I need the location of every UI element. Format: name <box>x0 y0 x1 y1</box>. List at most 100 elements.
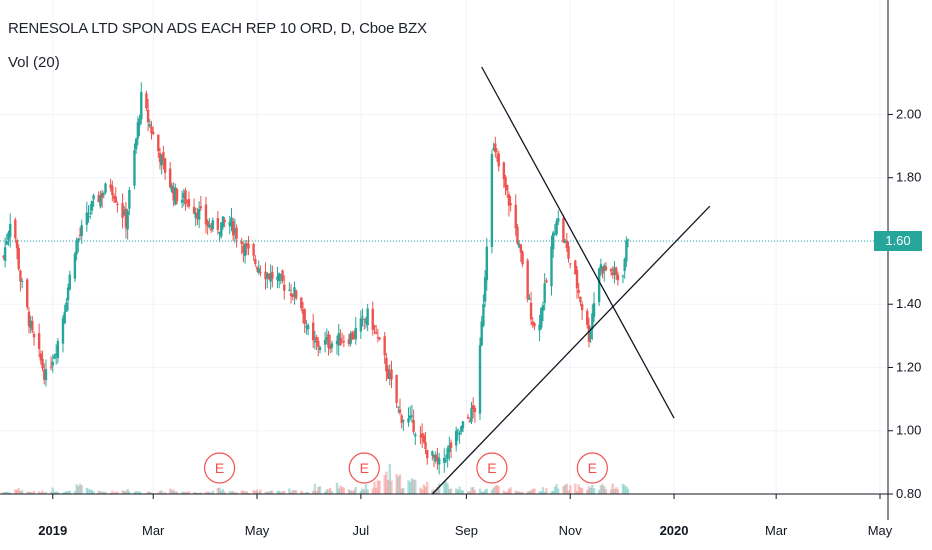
volume-bar <box>279 492 283 494</box>
candle <box>426 449 429 459</box>
candle <box>397 406 400 408</box>
grid-lines <box>0 0 888 495</box>
volume-bar <box>434 491 437 494</box>
candle <box>230 217 233 224</box>
volume-bar <box>126 488 129 494</box>
candle <box>329 345 332 349</box>
volume-bar <box>623 485 626 494</box>
candle <box>390 369 393 380</box>
candle <box>351 332 354 340</box>
x-tick-label: 2020 <box>660 523 689 538</box>
candle <box>192 206 196 214</box>
volume-bar <box>266 491 269 494</box>
volume-bar <box>373 481 376 494</box>
candle <box>460 426 463 432</box>
volume-bar <box>17 488 20 494</box>
candle <box>104 183 107 193</box>
volume-bar <box>424 486 427 494</box>
earnings-marker[interactable]: E <box>476 452 508 484</box>
candle <box>20 280 24 282</box>
volume-bar <box>175 491 179 494</box>
earnings-marker-label: E <box>487 460 496 476</box>
candle <box>288 289 291 291</box>
volume-bar <box>100 491 104 494</box>
candle <box>599 264 603 270</box>
earnings-marker[interactable]: E <box>203 452 236 484</box>
y-tick-label: 1.80 <box>896 170 921 185</box>
candle <box>313 341 317 343</box>
candle <box>151 131 155 135</box>
volume-bar <box>492 487 495 494</box>
candle <box>15 240 19 249</box>
volume-bar <box>587 486 591 494</box>
volume-bar <box>73 491 77 494</box>
candle <box>540 307 543 328</box>
candle <box>175 189 179 201</box>
candles <box>2 82 630 475</box>
candle <box>574 260 577 275</box>
volume-bar <box>160 490 163 494</box>
volume-bar <box>49 492 53 494</box>
volume-bar <box>78 483 82 494</box>
volume-bar <box>97 490 100 494</box>
earnings-marker[interactable]: E <box>348 452 380 484</box>
candle <box>293 287 296 297</box>
volume-bar <box>267 491 271 494</box>
candle <box>134 138 138 150</box>
candle <box>289 293 293 297</box>
candle <box>591 313 594 330</box>
volume-bar <box>516 491 519 494</box>
candle <box>174 187 177 205</box>
candle <box>575 270 579 289</box>
earnings-marker[interactable]: E <box>576 452 608 484</box>
candle <box>483 277 487 302</box>
earnings-marker-circle <box>576 452 608 484</box>
candle <box>577 290 580 293</box>
candle <box>470 407 473 422</box>
volume-bar <box>553 486 557 494</box>
candle <box>133 150 136 186</box>
candle <box>327 334 330 348</box>
candle <box>557 218 560 222</box>
candle <box>317 340 320 347</box>
volume-bar <box>507 488 511 494</box>
candle <box>266 273 269 279</box>
candle <box>352 335 356 338</box>
volume-bar <box>313 483 317 494</box>
candle <box>80 225 83 237</box>
volume-bar <box>371 488 374 494</box>
candle <box>597 268 601 303</box>
candle <box>2 256 5 258</box>
candle <box>303 309 306 324</box>
volume-bar <box>240 490 243 494</box>
candle <box>342 341 346 343</box>
y-tick-label: 2.00 <box>896 106 921 121</box>
candle <box>412 419 415 432</box>
volume-bar <box>157 492 160 494</box>
candle <box>138 118 141 126</box>
x-tick-label: Mar <box>142 523 165 538</box>
volume-bar <box>204 492 208 494</box>
candle <box>116 204 119 206</box>
volume-bar <box>471 487 475 494</box>
volume-bar <box>216 487 220 494</box>
volume-bar <box>614 487 618 494</box>
x-tick-label: Sep <box>455 523 478 538</box>
candle <box>586 310 589 325</box>
candle <box>386 369 390 379</box>
candle <box>163 158 167 173</box>
volume-bar <box>194 492 197 494</box>
candle <box>616 274 620 281</box>
candle <box>402 419 405 422</box>
volume-bar <box>2 491 5 494</box>
candle <box>551 232 555 250</box>
candle <box>354 327 357 340</box>
volume-bar <box>540 491 543 494</box>
volume-bar <box>281 491 284 494</box>
candle <box>65 302 68 312</box>
candle <box>517 243 521 248</box>
x-tick-label: Nov <box>559 523 583 538</box>
volume-bar <box>134 490 138 494</box>
